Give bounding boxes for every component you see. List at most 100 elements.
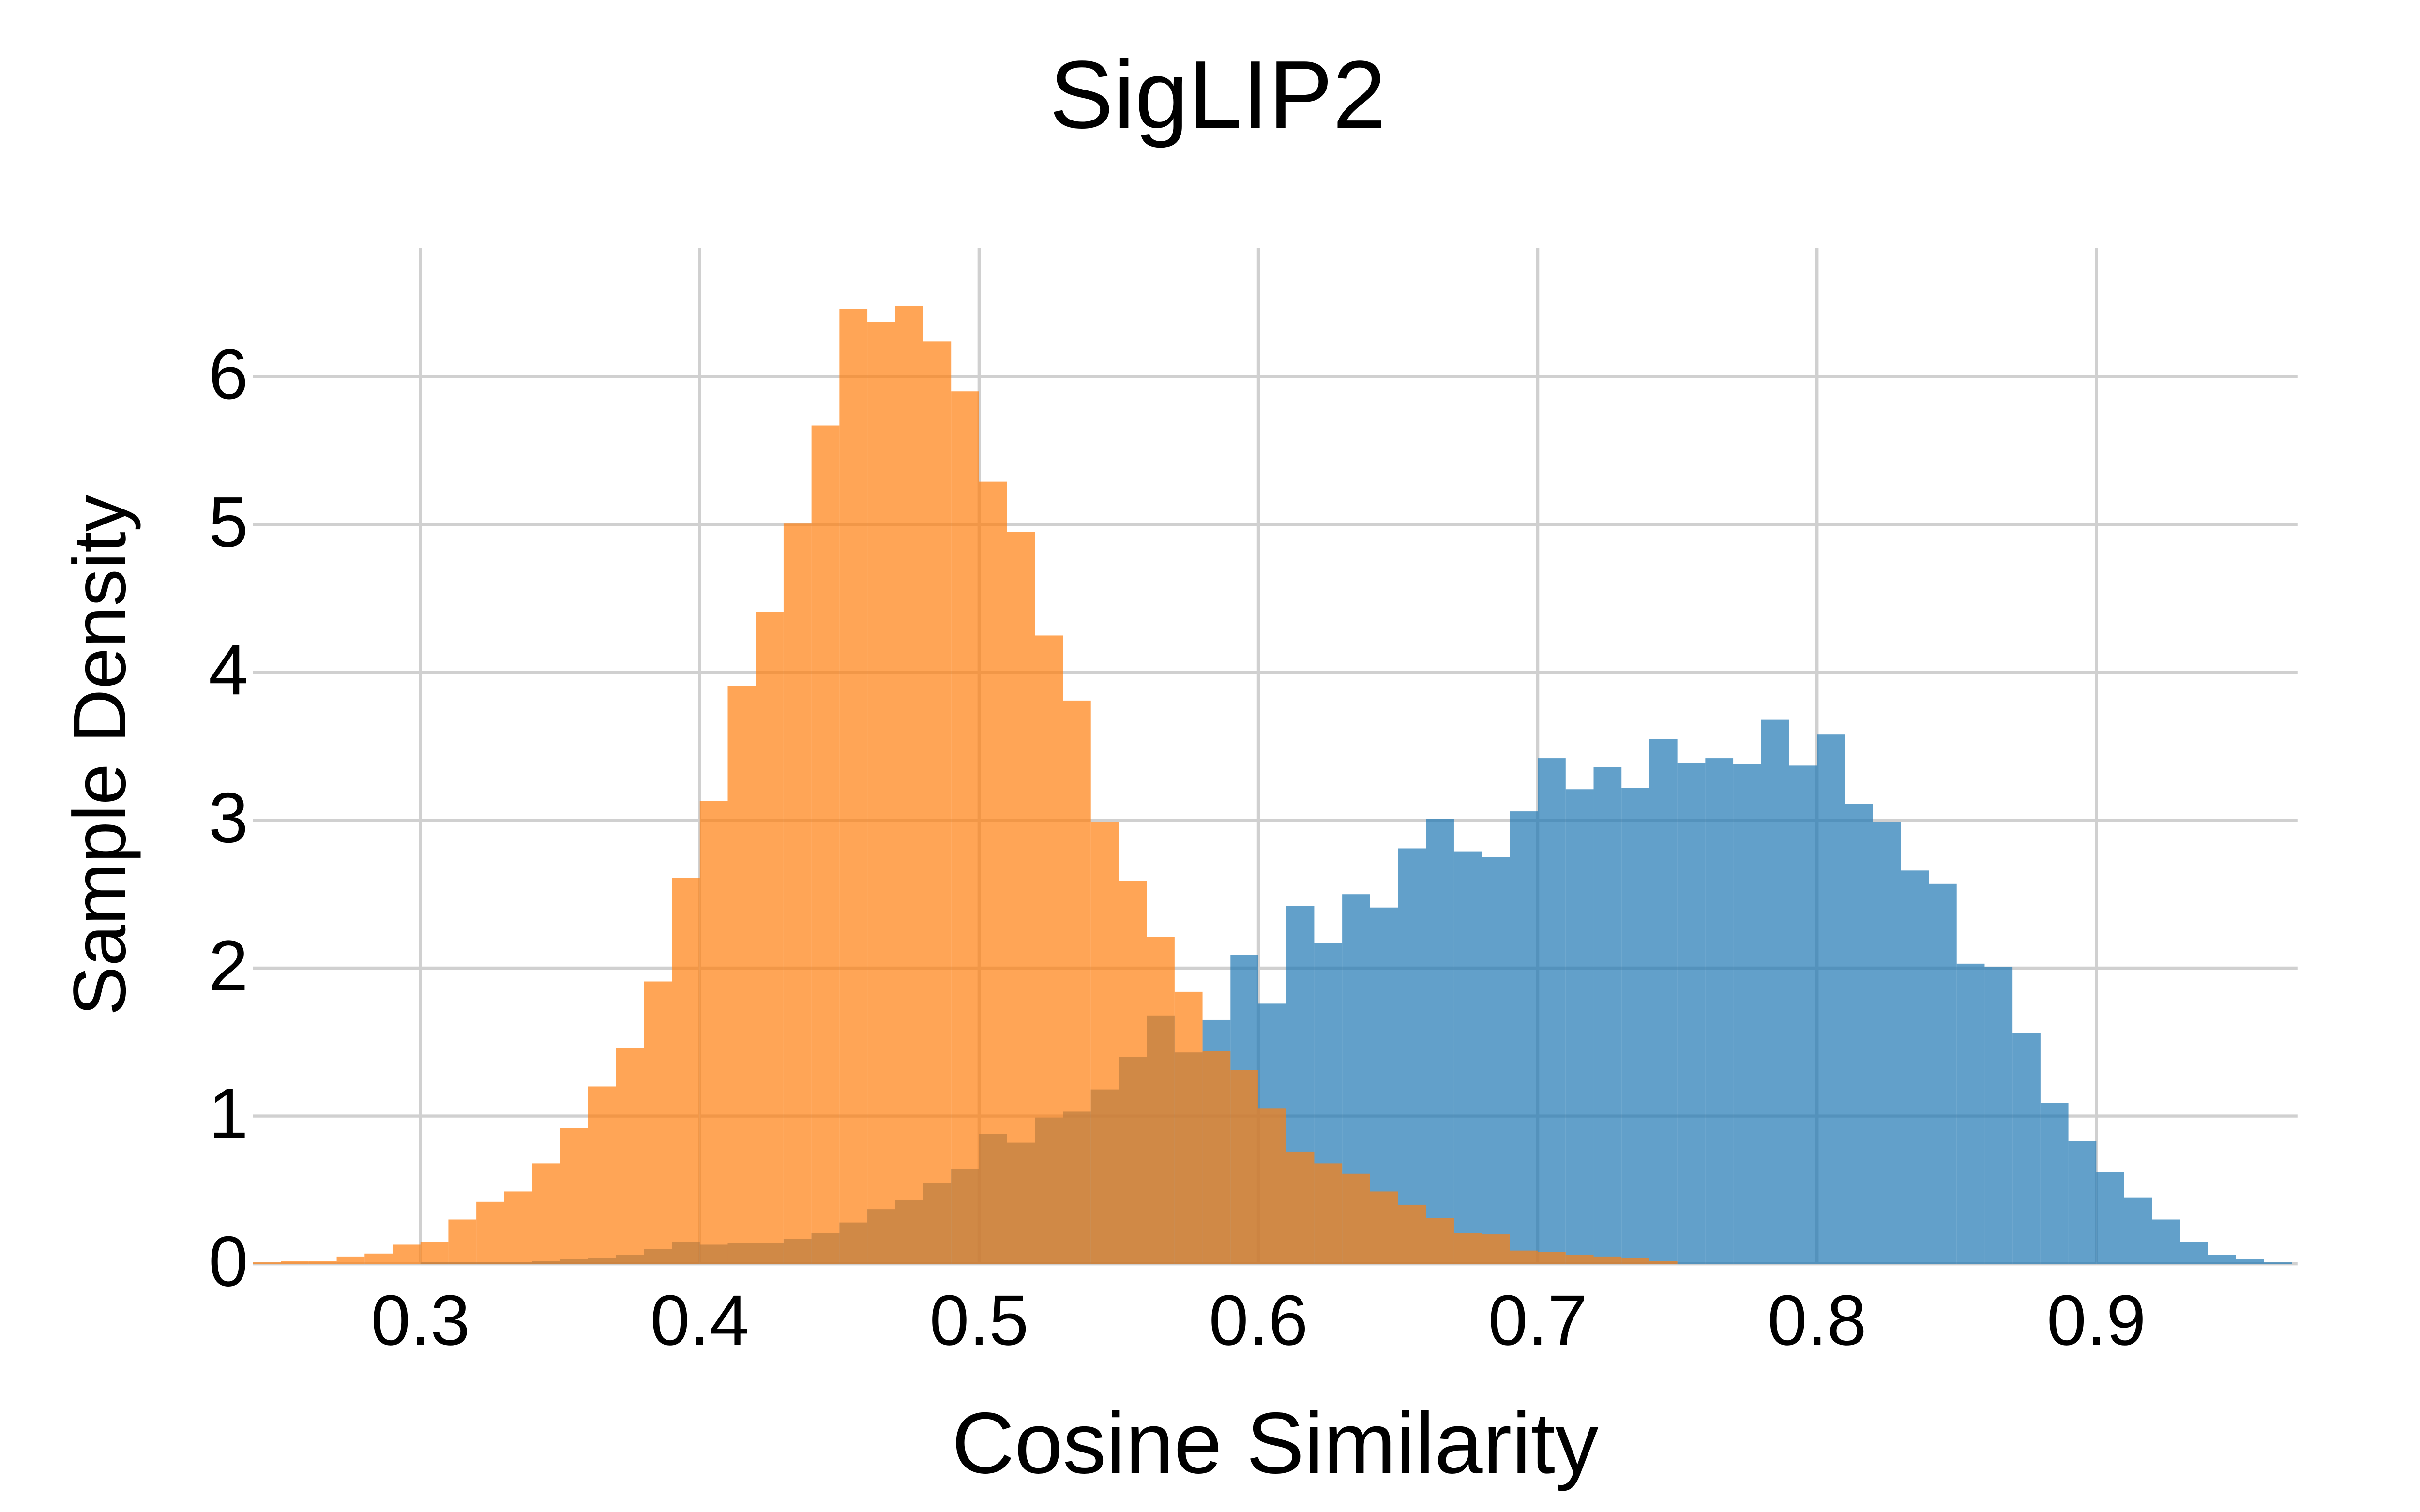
- histogram-bar: [951, 391, 979, 1264]
- histogram-bar: [1426, 819, 1454, 1264]
- histogram-bar: [1398, 1204, 1426, 1264]
- histogram-bar: [699, 801, 728, 1264]
- histogram-bar: [2096, 1172, 2124, 1264]
- histogram-bar: [783, 523, 812, 1264]
- x-tick-label: 0.3: [371, 1281, 470, 1360]
- histogram-bar: [2208, 1255, 2236, 1264]
- histogram-bar: [1202, 1051, 1231, 1264]
- histogram-bar: [308, 1261, 337, 1264]
- histogram-bar: [392, 1244, 421, 1264]
- histogram-bar: [2236, 1259, 2264, 1264]
- histogram-bar: [895, 305, 923, 1264]
- x-tick-label: 0.4: [650, 1281, 749, 1360]
- histogram-bar: [253, 1262, 281, 1264]
- histogram-bar: [979, 481, 1007, 1264]
- bars: [253, 305, 2292, 1264]
- histogram-bar: [1538, 758, 1566, 1264]
- histogram-bar: [644, 981, 672, 1264]
- histogram-bar: [1510, 811, 1538, 1264]
- histogram-bar: [867, 322, 895, 1264]
- histogram-bar: [1593, 767, 1622, 1264]
- x-tick-label: 0.8: [1768, 1281, 1867, 1360]
- histogram-bar: [1705, 758, 1734, 1264]
- histogram-bar: [1733, 764, 1761, 1264]
- histogram-bar: [476, 1201, 504, 1264]
- histogram-bar: [2124, 1197, 2152, 1264]
- histogram-bar: [1817, 734, 1845, 1264]
- chart-title: SigLIP2: [1049, 41, 1386, 149]
- histogram-bar: [1593, 1256, 1622, 1264]
- histogram-bar: [616, 1048, 644, 1264]
- histogram-bar: [1510, 1250, 1538, 1264]
- histogram-bar: [1035, 635, 1063, 1264]
- histogram-bar: [1453, 1233, 1482, 1264]
- histogram-bar: [1845, 804, 1873, 1264]
- histogram-bar: [1621, 1258, 1649, 1264]
- histogram-bar: [2180, 1242, 2208, 1264]
- histogram-bar: [588, 1086, 616, 1264]
- y-tick-label: 1: [209, 1074, 248, 1153]
- y-tick-label: 6: [209, 335, 248, 414]
- x-tick-label: 0.5: [929, 1281, 1028, 1360]
- histogram-bar: [1789, 765, 1817, 1264]
- histogram-bar: [1426, 1218, 1454, 1264]
- histogram-bar: [1090, 822, 1119, 1264]
- histogram-bar: [364, 1253, 393, 1264]
- histogram-bar: [1956, 963, 1985, 1264]
- histogram-bar: [1929, 883, 1957, 1264]
- histogram-bar: [1649, 1261, 1678, 1264]
- histogram-bar: [672, 878, 700, 1264]
- histogram-bar: [1398, 848, 1426, 1264]
- histogram-bar: [448, 1219, 477, 1264]
- histogram-bar: [336, 1256, 365, 1264]
- histogram-bar: [1677, 763, 1706, 1264]
- histogram-bar: [1007, 532, 1035, 1264]
- x-tick-label: 0.7: [1488, 1281, 1588, 1360]
- y-tick-label: 3: [209, 778, 248, 858]
- histogram-bar: [281, 1261, 309, 1264]
- x-tick-label: 0.9: [2047, 1281, 2146, 1360]
- histogram-bar: [2068, 1141, 2097, 1264]
- y-tick-label: 5: [209, 483, 248, 562]
- y-tick-label: 4: [209, 630, 248, 710]
- histogram-bar: [1649, 739, 1678, 1264]
- histogram-bar: [1342, 1173, 1370, 1264]
- histogram-bar: [1482, 857, 1510, 1264]
- histogram-bar: [1230, 1070, 1258, 1264]
- histogram-bar: [727, 686, 756, 1264]
- histogram-bar: [1565, 1255, 1594, 1264]
- histogram-bar: [839, 309, 868, 1264]
- ticks: 0 1 2 3 4 5 6 0.3 0.4 0.5 0.6 0.7 0.8 0.9: [209, 335, 2146, 1360]
- histogram-bar: [811, 425, 840, 1264]
- histogram-bar: [560, 1128, 588, 1264]
- histogram-bar: [1538, 1252, 1566, 1264]
- histogram-bar: [1286, 1151, 1315, 1264]
- histogram-bar: [1984, 966, 2013, 1264]
- histogram-bar: [1901, 870, 1929, 1264]
- histogram-bar: [1370, 1191, 1398, 1264]
- histogram-bar: [1482, 1234, 1510, 1264]
- y-tick-label: 2: [209, 926, 248, 1005]
- histogram-bar: [1258, 1108, 1286, 1264]
- x-axis-label: Cosine Similarity: [952, 1395, 1599, 1492]
- histogram-bar: [1453, 851, 1482, 1264]
- histogram-bar: [2040, 1103, 2069, 1264]
- y-axis-label: Sample Density: [58, 494, 141, 1016]
- histogram-bar: [756, 612, 784, 1264]
- histogram-bar: [1063, 700, 1091, 1264]
- histogram-bar: [1761, 719, 1789, 1264]
- x-tick-label: 0.6: [1209, 1281, 1308, 1360]
- histogram-bar: [1565, 789, 1594, 1264]
- histogram-bar: [2264, 1262, 2292, 1264]
- histogram-bar: [420, 1242, 449, 1264]
- histogram-bar: [1174, 991, 1203, 1264]
- histogram-bar: [2012, 1033, 2041, 1264]
- histogram-bar: [1621, 788, 1649, 1264]
- histogram-bar: [1147, 937, 1175, 1264]
- histogram-bar: [1873, 822, 1901, 1264]
- histogram-bar: [2152, 1219, 2180, 1264]
- histogram-bar: [923, 341, 952, 1264]
- histogram-bar: [1314, 1163, 1343, 1264]
